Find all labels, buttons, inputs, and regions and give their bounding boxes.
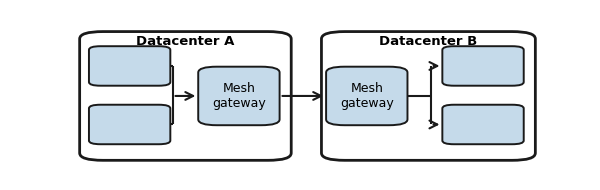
FancyBboxPatch shape <box>89 46 170 86</box>
FancyBboxPatch shape <box>322 32 535 160</box>
FancyBboxPatch shape <box>442 46 524 86</box>
FancyBboxPatch shape <box>198 67 280 125</box>
FancyBboxPatch shape <box>89 105 170 144</box>
Text: Datacenter A: Datacenter A <box>136 35 235 48</box>
FancyBboxPatch shape <box>442 105 524 144</box>
FancyBboxPatch shape <box>326 67 407 125</box>
Text: Datacenter B: Datacenter B <box>379 35 478 48</box>
FancyBboxPatch shape <box>80 32 291 160</box>
Text: Mesh
gateway: Mesh gateway <box>212 82 266 110</box>
Text: Mesh
gateway: Mesh gateway <box>340 82 394 110</box>
